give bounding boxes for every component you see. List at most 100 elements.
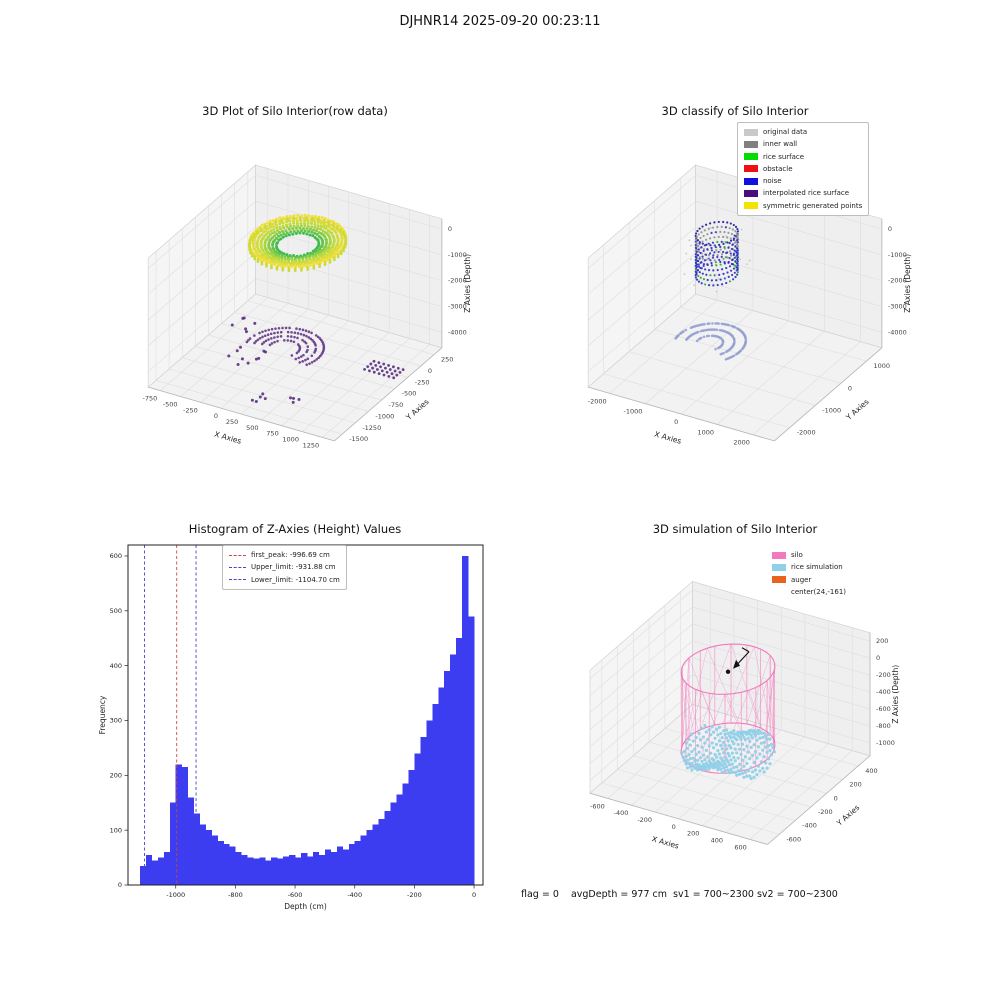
svg-text:-800: -800	[228, 891, 243, 899]
plot4-legend: silo rice simulation auger center(24,-161)	[766, 546, 853, 601]
svg-text:0: 0	[888, 225, 892, 233]
svg-text:Z Axies (Depth): Z Axies (Depth)	[463, 254, 472, 313]
plot4-title: 3D simulation of Silo Interior	[652, 522, 818, 536]
svg-text:X Axies: X Axies	[653, 430, 682, 446]
legend-color-patch	[744, 128, 758, 136]
svg-text:250: 250	[441, 356, 453, 364]
status-footer: flag = 0 avgDepth = 977 cm sv1 = 700~230…	[521, 889, 838, 900]
plot2-legend: original data inner wall rice surface obsta…	[737, 122, 870, 216]
svg-text:0: 0	[672, 823, 676, 831]
svg-text:600: 600	[110, 552, 122, 560]
svg-text:0: 0	[448, 225, 452, 233]
legend-label: first_peak: -996.69 cm	[251, 551, 330, 559]
svg-text:-1000: -1000	[888, 251, 907, 259]
svg-text:-400: -400	[876, 688, 891, 696]
svg-text:Y Axies: Y Axies	[404, 397, 431, 422]
svg-text:400: 400	[110, 662, 122, 670]
legend-entry: rice surface	[744, 151, 862, 163]
legend-line-marker	[229, 579, 246, 581]
legend-entry: interpolated rice surface	[744, 187, 862, 199]
svg-text:-400: -400	[347, 891, 362, 899]
legend-entry: auger	[772, 574, 846, 586]
legend-color-patch	[744, 189, 758, 197]
svg-text:-1000: -1000	[166, 891, 185, 899]
svg-text:100: 100	[110, 826, 122, 834]
legend-entry: noise	[744, 175, 862, 187]
svg-text:Y Axies: Y Axies	[834, 803, 861, 828]
svg-text:-2000: -2000	[588, 397, 607, 405]
svg-text:Z Axies (Depth): Z Axies (Depth)	[903, 254, 912, 313]
svg-text:-1000: -1000	[375, 412, 394, 420]
svg-text:-600: -600	[590, 802, 605, 810]
svg-text:Depth (cm): Depth (cm)	[284, 902, 327, 911]
legend-label: silo	[791, 551, 803, 559]
svg-text:200: 200	[876, 637, 888, 645]
svg-text:600: 600	[734, 843, 746, 851]
legend-entry: center(24,-161)	[772, 586, 846, 598]
svg-text:-500: -500	[163, 401, 178, 409]
svg-text:0: 0	[674, 418, 678, 426]
legend-color-patch	[744, 153, 758, 161]
svg-text:200: 200	[849, 781, 861, 789]
legend-label: Upper_limit: -931.88 cm	[251, 563, 336, 572]
plot2-3d-scatter-classify: -2000 -1000 0 1000 2000 1000 0 -1000 -2000 0 -1000…	[587, 164, 912, 447]
histogram-legend: first_peak: -996.69 cm Upper_limit: -931.…	[222, 545, 347, 590]
legend-entry: inner wall	[744, 138, 862, 150]
legend-line-marker	[229, 566, 246, 568]
legend-color-patch	[772, 551, 786, 559]
svg-text:-200: -200	[876, 671, 891, 679]
svg-text:0: 0	[834, 794, 838, 802]
svg-text:-600: -600	[876, 705, 891, 713]
svg-text:200: 200	[110, 772, 122, 780]
legend-color-patch	[744, 165, 758, 173]
svg-text:Frequency: Frequency	[98, 695, 107, 734]
svg-text:500: 500	[246, 424, 258, 432]
svg-text:750: 750	[266, 430, 278, 438]
svg-text:1000: 1000	[698, 428, 715, 436]
svg-text:0: 0	[118, 881, 122, 889]
plot2-title: 3D classify of Silo Interior	[661, 104, 809, 118]
legend-entry: original data	[744, 126, 862, 138]
svg-text:1250: 1250	[303, 441, 320, 449]
svg-text:-400: -400	[614, 809, 629, 817]
svg-text:-4000: -4000	[888, 328, 907, 336]
svg-text:-750: -750	[389, 401, 404, 409]
svg-text:-1000: -1000	[624, 408, 643, 416]
legend-label: auger	[791, 575, 812, 584]
svg-text:-250: -250	[183, 406, 198, 414]
plot4-3d-simulation: -600-400-20002004006004002000-200-400-60…	[589, 580, 900, 851]
svg-text:Z Axies (Depth): Z Axies (Depth)	[891, 665, 900, 724]
plot3-histogram: -1000 -800 -600 -400 -200 0 0 100 200 300 400 500 60…	[98, 544, 484, 911]
plot3-title: Histogram of Z-Axies (Height) Values	[188, 522, 402, 536]
plot1-3d-scatter-raw: -750 -500 -250 0 250 500 750 1000 1250 250 0 -250 -5…	[143, 164, 472, 449]
svg-text:400: 400	[711, 837, 723, 845]
legend-label: obstacle	[763, 164, 793, 173]
legend-label: Lower_limit: -1104.70 cm	[251, 575, 340, 584]
legend-entry: Lower_limit: -1104.70 cm	[229, 574, 340, 586]
svg-text:-1000: -1000	[876, 739, 895, 747]
svg-text:-750: -750	[143, 395, 158, 403]
svg-text:0: 0	[428, 367, 432, 375]
svg-text:-200: -200	[637, 816, 652, 824]
svg-text:0: 0	[848, 384, 852, 392]
legend-label: rice surface	[763, 152, 805, 161]
svg-text:-200: -200	[818, 808, 833, 816]
svg-text:-2000: -2000	[888, 277, 907, 285]
legend-label: center(24,-161)	[791, 587, 847, 596]
svg-text:-1000: -1000	[822, 406, 841, 414]
plot1-title: 3D Plot of Silo Interior(row data)	[202, 104, 388, 118]
svg-text:-600: -600	[288, 891, 303, 899]
svg-text:300: 300	[110, 717, 122, 725]
legend-color-patch	[744, 140, 758, 148]
svg-text:-1250: -1250	[362, 424, 381, 432]
legend-label: interpolated rice surface	[763, 189, 850, 198]
svg-text:0: 0	[876, 654, 880, 662]
legend-entry: obstacle	[744, 163, 862, 175]
legend-label: noise	[763, 177, 782, 185]
legend-entry: first_peak: -996.69 cm	[229, 549, 340, 561]
svg-text:-200: -200	[407, 891, 422, 899]
svg-text:0: 0	[472, 891, 476, 899]
svg-text:500: 500	[110, 607, 122, 615]
svg-text:0: 0	[214, 412, 218, 420]
